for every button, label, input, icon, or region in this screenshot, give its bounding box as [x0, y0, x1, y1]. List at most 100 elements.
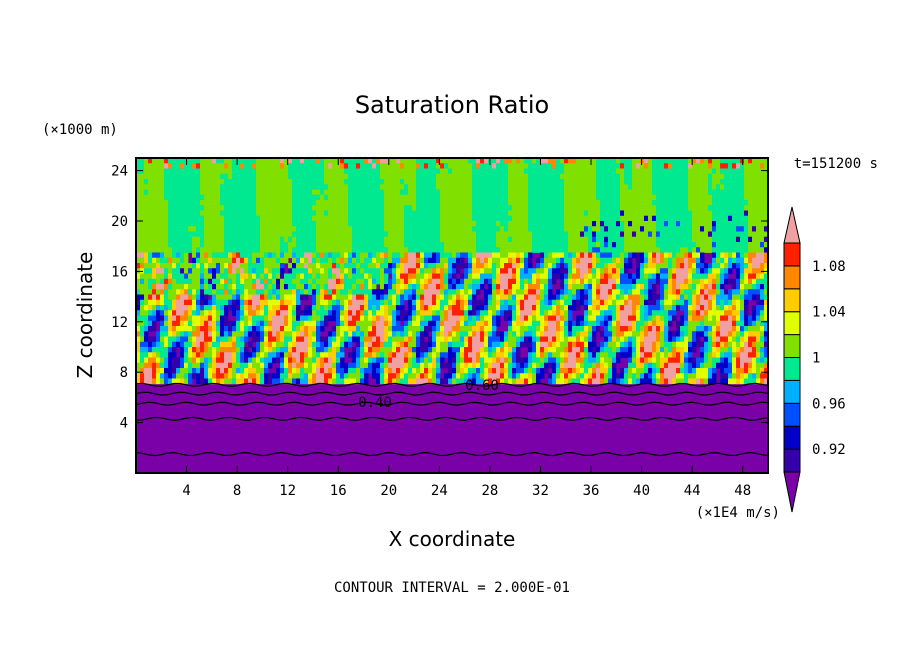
- field-cell: [240, 173, 245, 180]
- field-cell: [160, 236, 165, 243]
- field-cell: [616, 315, 621, 322]
- field-cell: [372, 184, 377, 190]
- field-cell: [464, 294, 469, 301]
- field-cell: [740, 289, 745, 295]
- field-cell: [412, 310, 417, 316]
- field-cell: [488, 168, 493, 175]
- field-cell: [596, 168, 601, 175]
- field-cell: [640, 236, 645, 243]
- field-cell: [332, 294, 337, 301]
- field-cell: [264, 305, 269, 311]
- field-cell: [288, 200, 293, 206]
- field-cell: [212, 168, 217, 175]
- field-cell: [388, 205, 393, 211]
- field-cell: [476, 215, 481, 222]
- field-cell: [272, 221, 277, 227]
- field-cell: [172, 173, 177, 180]
- field-cell: [552, 179, 557, 185]
- field-cell: [300, 194, 305, 201]
- field-cell: [180, 168, 185, 175]
- field-cell: [540, 194, 545, 201]
- field-cell: [472, 268, 477, 274]
- field-cell: [576, 268, 581, 274]
- field-cell: [200, 284, 205, 290]
- field-cell: [244, 236, 249, 243]
- field-cell: [396, 315, 401, 322]
- field-cell: [320, 189, 325, 196]
- field-cell: [400, 289, 405, 295]
- field-cell: [280, 268, 285, 274]
- field-cell: [364, 252, 369, 259]
- field-cell: [568, 305, 573, 311]
- field-cell: [316, 315, 321, 322]
- field-cell: [596, 315, 601, 322]
- field-cell: [468, 194, 473, 201]
- field-cell: [752, 268, 757, 274]
- field-cell: [604, 305, 609, 311]
- field-cell: [680, 242, 685, 248]
- field-cell: [364, 278, 369, 285]
- field-cell: [168, 247, 173, 253]
- field-cell: [400, 215, 405, 222]
- field-cell: [272, 284, 277, 290]
- field-cell: [196, 305, 201, 311]
- field-cell: [596, 179, 601, 185]
- field-cell: [684, 189, 689, 196]
- field-cell: [236, 236, 241, 243]
- field-cell: [608, 289, 613, 295]
- field-cell: [648, 194, 653, 201]
- field-cell: [272, 252, 277, 259]
- field-cell: [232, 284, 237, 290]
- field-cell: [340, 284, 345, 290]
- field-cell: [356, 294, 361, 301]
- field-cell: [736, 305, 741, 311]
- field-cell: [356, 205, 361, 211]
- field-cell: [644, 194, 649, 201]
- field-cell: [544, 163, 549, 169]
- field-cell: [380, 210, 385, 217]
- field-cell: [192, 194, 197, 201]
- field-cell: [636, 242, 641, 248]
- field-cell: [704, 315, 709, 322]
- field-cell: [564, 226, 569, 232]
- field-cell: [364, 173, 369, 180]
- field-cell: [344, 236, 349, 243]
- field-cell: [456, 173, 461, 180]
- field-cell: [652, 236, 657, 243]
- field-cell: [376, 168, 381, 175]
- field-cell: [508, 294, 513, 301]
- field-cell: [596, 294, 601, 301]
- field-cell: [324, 315, 329, 322]
- field-cell: [260, 236, 265, 243]
- field-cell: [580, 179, 585, 185]
- field-cell: [344, 263, 349, 269]
- field-cell: [332, 210, 337, 217]
- field-cell: [332, 315, 337, 322]
- field-cell: [604, 268, 609, 274]
- field-cell: [388, 315, 393, 322]
- field-cell: [368, 163, 373, 169]
- field-cell: [520, 158, 525, 164]
- field-cell: [516, 215, 521, 222]
- field-cell: [392, 263, 397, 269]
- field-cell: [260, 278, 265, 285]
- field-cell: [412, 315, 417, 322]
- field-cell: [500, 215, 505, 222]
- field-cell: [368, 299, 373, 306]
- field-cell: [568, 210, 573, 217]
- field-cell: [172, 189, 177, 196]
- field-cell: [548, 189, 553, 196]
- field-cell: [516, 305, 521, 311]
- field-cell: [376, 200, 381, 206]
- field-cell: [704, 278, 709, 285]
- field-cell: [496, 310, 501, 316]
- field-cell: [728, 310, 733, 316]
- field-cell: [216, 242, 221, 248]
- field-cell: [520, 205, 525, 211]
- field-cell: [580, 257, 585, 264]
- field-cell: [240, 257, 245, 264]
- field-cell: [440, 184, 445, 190]
- field-cell: [340, 310, 345, 316]
- field-cell: [408, 257, 413, 264]
- field-cell: [636, 268, 641, 274]
